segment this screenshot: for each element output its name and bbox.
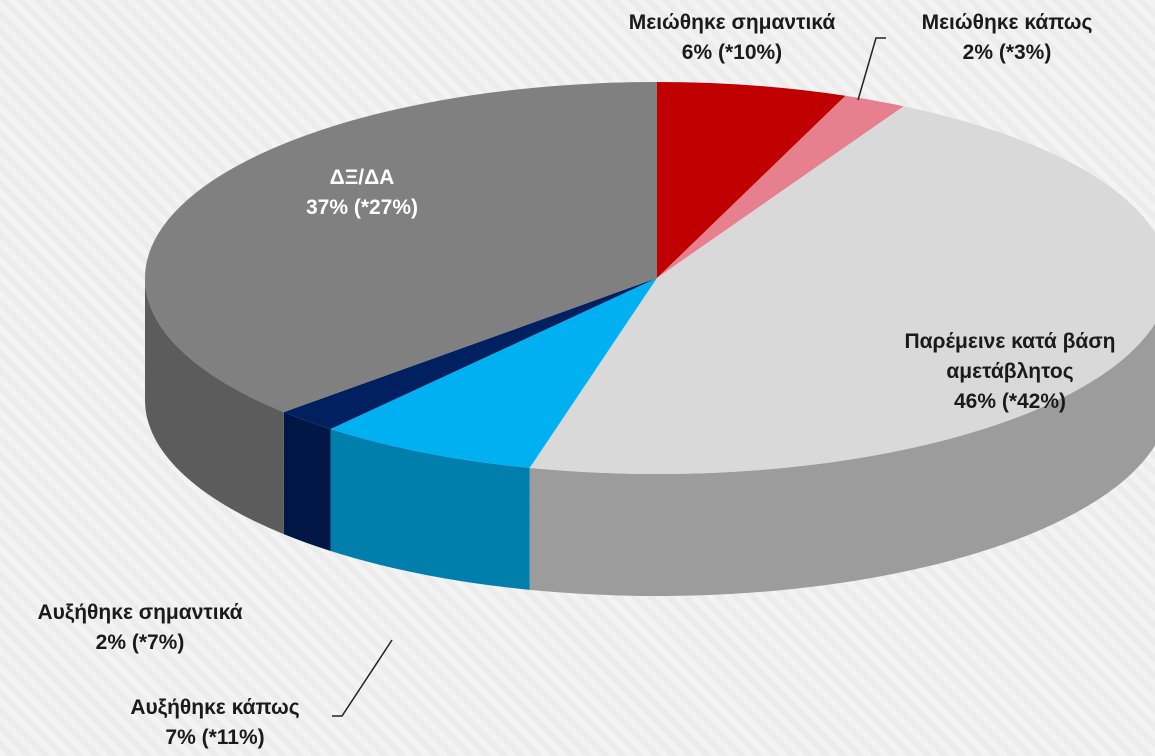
slice-label: ΔΞ/ΔΑ 37% (*27%) [262, 163, 462, 223]
value-label: 37% (*27%) [305, 196, 419, 219]
pie-slice-side [283, 412, 331, 552]
pie-slice [283, 278, 657, 430]
category-label: Μειώθηκε κάπως [921, 11, 1093, 34]
pie-slice [657, 82, 846, 278]
category-label: Αυξήθηκε σημαντικά [37, 601, 243, 624]
value-label: 2% (*7%) [95, 631, 185, 654]
pie-slice-side [330, 429, 530, 590]
pie-slice [145, 82, 657, 413]
pie-slice [657, 95, 904, 278]
category-label: ΔΞ/ΔΑ [329, 166, 395, 189]
slice-label: Αυξήθηκε κάπως 7% (*11%) [85, 693, 345, 753]
slice-label: Μειώθηκε κάπως 2% (*3%) [877, 8, 1137, 68]
pie-slice-side [145, 278, 284, 535]
value-label: 2% (*3%) [962, 41, 1052, 64]
pie-slice [330, 278, 657, 468]
pie-sides [145, 278, 1155, 596]
pie-slice [529, 106, 1155, 474]
pie-slice-side [529, 323, 1155, 596]
leader-line [332, 639, 393, 717]
category-label: Μειώθηκε σημαντικά [628, 11, 836, 34]
value-label: 6% (*10%) [681, 41, 783, 64]
value-label: 7% (*11%) [165, 726, 265, 749]
pie-tops [145, 82, 1155, 474]
slice-label: Μειώθηκε σημαντικά 6% (*10%) [572, 8, 892, 68]
category-label: Παρέμεινε κατά βάση αμετάβλητος [904, 330, 1116, 383]
value-label: 46% (*42%) [953, 390, 1067, 413]
slice-label: Παρέμεινε κατά βάση αμετάβλητος 46% (*42%… [865, 327, 1155, 417]
category-label: Αυξήθηκε κάπως [130, 696, 300, 719]
slice-label: Αυξήθηκε σημαντικά 2% (*7%) [0, 598, 290, 658]
leader-line [857, 37, 886, 101]
